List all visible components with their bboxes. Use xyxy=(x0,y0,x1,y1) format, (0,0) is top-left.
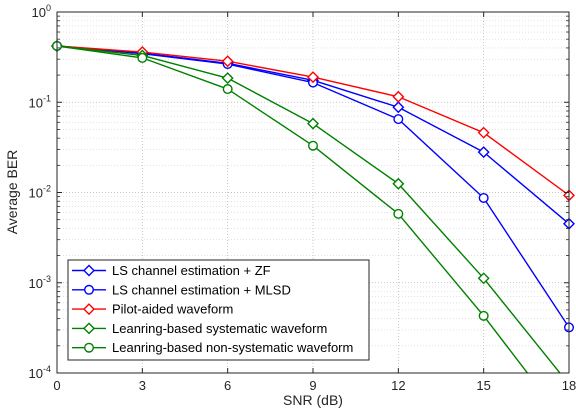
x-tick-label: 12 xyxy=(391,378,405,393)
series-3-point xyxy=(477,126,490,139)
series-3-point xyxy=(221,55,234,68)
x-tick-label: 15 xyxy=(476,378,490,393)
series-5-point xyxy=(478,310,489,321)
x-tick-label: 9 xyxy=(309,378,316,393)
legend-label-4: Leanring-based systematic waveform xyxy=(112,321,327,336)
legend-marker-3 xyxy=(83,303,95,316)
series-4-point xyxy=(221,72,234,85)
legend-marker-5 xyxy=(83,342,94,353)
x-tick-label: 6 xyxy=(224,378,231,393)
y-tick-label: 10-2 xyxy=(29,184,51,201)
series-5-point xyxy=(393,208,404,219)
series-4-point xyxy=(307,117,319,130)
legend: LS channel estimation + ZF LS channel est… xyxy=(67,259,370,361)
x-axis-title: SNR (dB) xyxy=(283,392,343,408)
x-tick-label: 0 xyxy=(53,378,60,393)
y-tick-label: 10-3 xyxy=(29,274,51,291)
legend-label-3: Pilot-aided waveform xyxy=(112,302,233,317)
series-4-point xyxy=(392,177,405,190)
series-5-point xyxy=(308,140,319,151)
legend-label-1: LS channel estimation + ZF xyxy=(112,263,271,278)
series-3-point xyxy=(307,71,319,84)
y-axis-title: Average BER xyxy=(4,150,20,235)
x-tick-label: 18 xyxy=(562,378,576,393)
series-5-point xyxy=(137,52,148,63)
series-1-point xyxy=(392,101,405,114)
series-2-point xyxy=(478,192,489,203)
y-tick-label: 100 xyxy=(32,3,51,20)
legend-marker-4 xyxy=(83,322,95,335)
legend-label-2: LS channel estimation + MLSD xyxy=(112,282,291,297)
series-4-point xyxy=(477,272,490,285)
y-tick-label: 10-1 xyxy=(29,93,51,110)
series-1-point xyxy=(477,146,490,159)
legend-marker-2 xyxy=(83,284,94,295)
ticks xyxy=(56,11,570,374)
legend-label-5: Leanring-based non-systematic waveform xyxy=(112,340,353,355)
series-2-point xyxy=(393,114,404,125)
legend-box xyxy=(67,259,370,361)
legend-marker-1 xyxy=(83,264,95,277)
x-tick-label: 3 xyxy=(139,378,146,393)
series-3-point xyxy=(392,90,405,103)
series-5-point xyxy=(222,84,233,95)
tick-labels: 0 3 6 9 12 15 18 100 10-1 10-2 10-3 10-4 xyxy=(29,3,576,393)
y-tick-label: 10-4 xyxy=(29,364,51,381)
